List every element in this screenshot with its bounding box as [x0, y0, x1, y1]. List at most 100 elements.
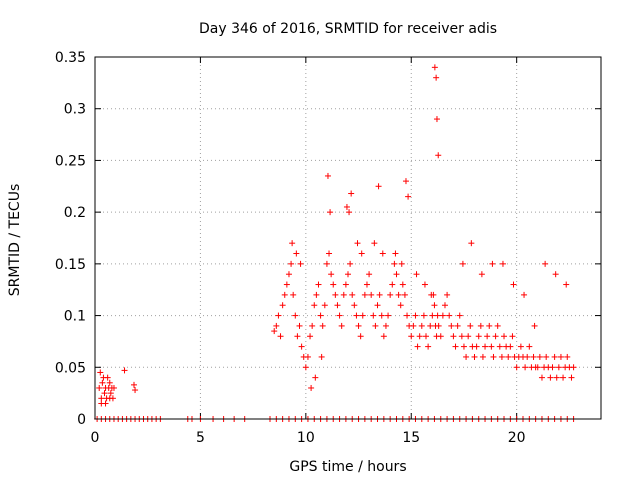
- data-point: [106, 379, 113, 386]
- data-point: [376, 291, 383, 298]
- data-point: [460, 343, 467, 350]
- data-point: [412, 312, 419, 319]
- data-point: [510, 281, 517, 288]
- data-point: [307, 333, 314, 340]
- data-point: [321, 302, 328, 309]
- data-point: [557, 353, 564, 360]
- data-point: [315, 281, 322, 288]
- data-point: [479, 353, 486, 360]
- data-point: [564, 353, 571, 360]
- y-tick-label: 0.35: [55, 50, 86, 66]
- data-point: [298, 343, 305, 350]
- data-point: [521, 291, 528, 298]
- data-point: [366, 271, 373, 278]
- data-point: [107, 390, 114, 397]
- data-point: [423, 333, 430, 340]
- data-point: [273, 322, 280, 329]
- data-point: [435, 152, 442, 159]
- data-point: [371, 240, 378, 247]
- data-point: [563, 281, 570, 288]
- data-point: [402, 178, 409, 185]
- data-point: [279, 302, 286, 309]
- data-point: [444, 291, 451, 298]
- y-tick-label: 0.05: [55, 360, 86, 376]
- data-point: [354, 240, 361, 247]
- data-point: [288, 260, 295, 267]
- data-point: [425, 343, 432, 350]
- data-point: [294, 333, 301, 340]
- data-point: [416, 333, 423, 340]
- data-point: [308, 384, 315, 391]
- data-point: [374, 302, 381, 309]
- data-point: [102, 400, 109, 407]
- data-point: [458, 333, 465, 340]
- data-point: [121, 367, 128, 374]
- data-point: [551, 353, 558, 360]
- data-point: [395, 291, 402, 298]
- data-point: [290, 291, 297, 298]
- data-point: [97, 369, 104, 376]
- data-point: [441, 302, 448, 309]
- data-point: [302, 364, 309, 371]
- data-point: [363, 281, 370, 288]
- data-point: [522, 364, 529, 371]
- data-point: [530, 353, 537, 360]
- data-point: [456, 312, 463, 319]
- y-tick-label: 0.2: [64, 205, 86, 221]
- data-point: [459, 260, 466, 267]
- data-point: [507, 343, 514, 350]
- data-point: [389, 281, 396, 288]
- data-point: [421, 281, 428, 288]
- data-point: [361, 291, 368, 298]
- data-point: [489, 260, 496, 267]
- data-point: [509, 333, 516, 340]
- data-point: [439, 312, 446, 319]
- x-tick-label: 10: [297, 430, 315, 446]
- data-point: [414, 343, 421, 350]
- data-point: [392, 250, 399, 257]
- y-axis-label: SRMTID / TECUs: [7, 184, 23, 297]
- data-point: [490, 353, 497, 360]
- data-point: [275, 312, 282, 319]
- data-point: [454, 322, 461, 329]
- data-point: [431, 302, 438, 309]
- x-tick-label: 20: [508, 430, 526, 446]
- data-point: [496, 343, 503, 350]
- data-point: [297, 260, 304, 267]
- data-point: [336, 312, 343, 319]
- data-point: [296, 322, 303, 329]
- data-point: [379, 250, 386, 257]
- data-point: [465, 333, 472, 340]
- data-point: [505, 353, 512, 360]
- data-point: [468, 240, 475, 247]
- data-point: [319, 322, 326, 329]
- data-point: [358, 250, 365, 257]
- data-point: [478, 271, 485, 278]
- data-point: [368, 291, 375, 298]
- data-point: [340, 291, 347, 298]
- data-point: [292, 312, 299, 319]
- data-point: [524, 353, 531, 360]
- data-point: [428, 291, 435, 298]
- data-point: [420, 312, 427, 319]
- data-point: [568, 374, 575, 381]
- data-point: [343, 203, 350, 210]
- data-point: [351, 302, 358, 309]
- x-axis-label: GPS time / hours: [289, 459, 406, 475]
- data-point: [332, 291, 339, 298]
- data-point: [560, 374, 567, 381]
- data-point: [346, 209, 353, 216]
- data-point: [499, 260, 506, 267]
- data-point: [471, 353, 478, 360]
- data-point: [283, 281, 290, 288]
- y-tick-label: 0.25: [55, 153, 86, 169]
- data-point: [570, 364, 577, 371]
- data-point: [313, 291, 320, 298]
- data-point: [99, 379, 106, 386]
- data-point: [477, 322, 484, 329]
- data-point: [482, 343, 489, 350]
- data-point: [104, 374, 111, 381]
- data-point: [328, 271, 335, 278]
- data-point: [106, 395, 113, 402]
